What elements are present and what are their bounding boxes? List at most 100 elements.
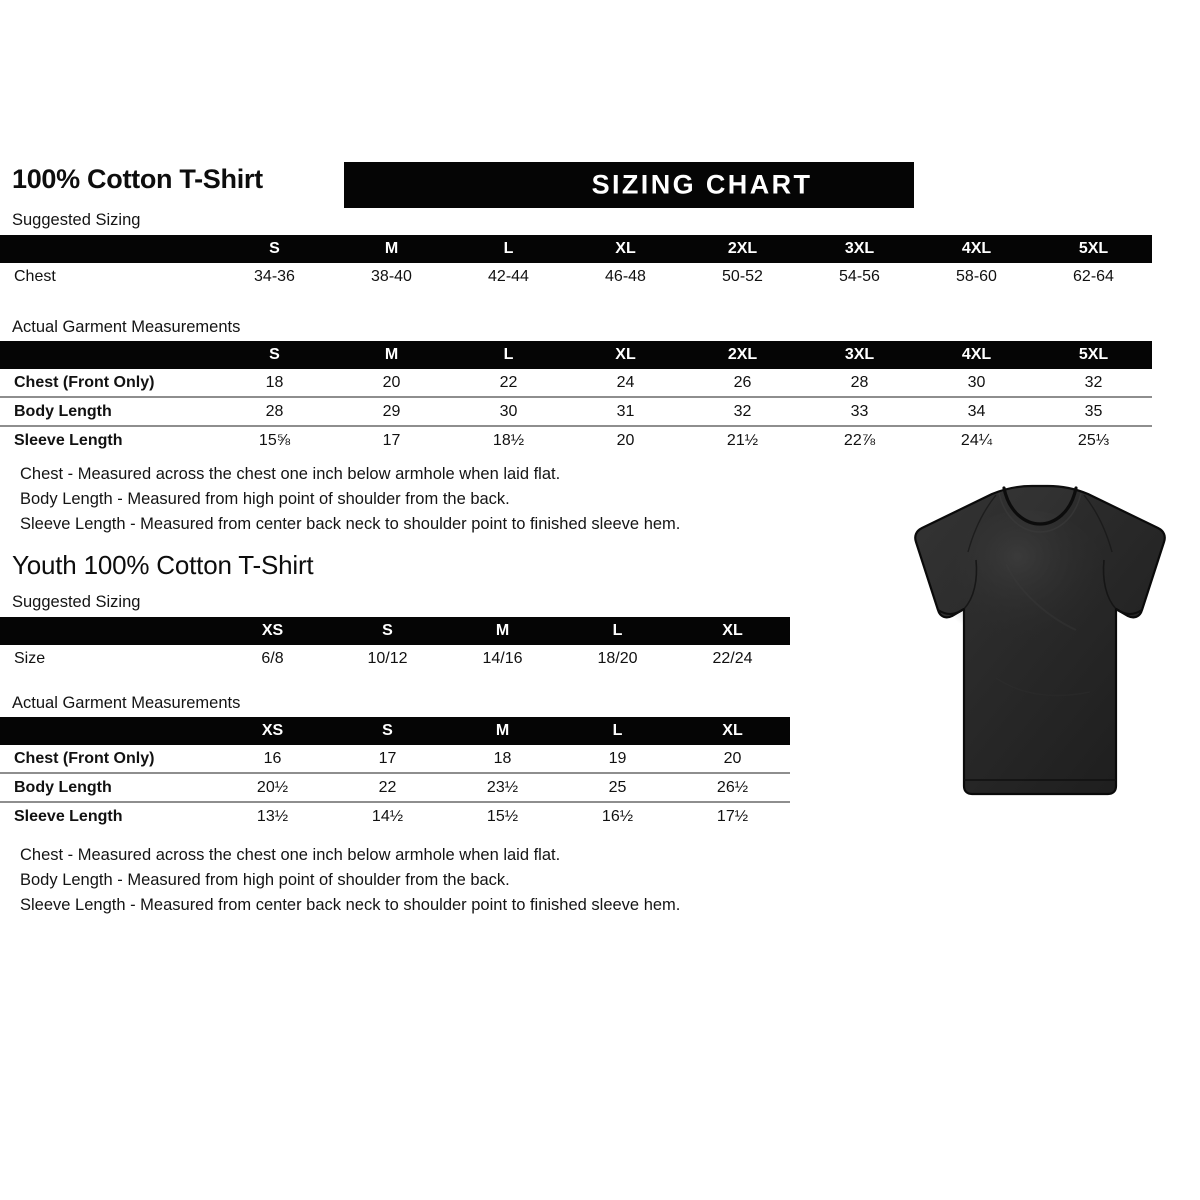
table-row: Size 6/8 10/12 14/16 18/20 22/24 (0, 645, 790, 672)
table-header-row: S M L XL 2XL 3XL 4XL 5XL (0, 341, 1152, 369)
note-body-length: Body Length - Measured from high point o… (20, 871, 510, 889)
column-header: L (503, 346, 514, 363)
table-cell: 46-48 (605, 267, 646, 285)
table-cell: 54-56 (839, 267, 880, 285)
column-header: 2XL (727, 346, 758, 363)
column-header (0, 617, 215, 645)
table-cell: 13½ (215, 801, 330, 830)
youth-suggested-sizing-table: XS S M L XL Size 6/8 10/12 14/16 18/20 2… (0, 617, 790, 672)
table-cell: 42-44 (488, 267, 529, 285)
table-row: Chest 34-36 38-40 42-44 46-48 50-52 54-5… (0, 263, 1152, 290)
column-header: 3XL (844, 240, 875, 257)
table-cell: 6/8 (261, 649, 284, 667)
table-cell: 22/24 (712, 649, 753, 667)
column-header: S (382, 722, 393, 739)
table-cell: 23½ (445, 772, 560, 802)
table-cell: 16½ (560, 801, 675, 830)
column-header: L (612, 622, 623, 639)
table-cell: 38-40 (371, 267, 412, 285)
table-row: Body Length 20½ 22 23½ 25 26½ (0, 772, 790, 802)
table-cell: 21½ (684, 425, 801, 454)
column-header: S (382, 622, 393, 639)
column-header: 5XL (1078, 240, 1109, 257)
adult-actual-measurements-caption: Actual Garment Measurements (12, 318, 241, 336)
table-cell: 25⅓ (1035, 425, 1152, 454)
column-header (0, 341, 216, 369)
table-cell: 62-64 (1073, 267, 1114, 285)
adult-suggested-sizing-table: S M L XL 2XL 3XL 4XL 5XL Chest 34-36 38-… (0, 235, 1152, 290)
table-cell: 18 (493, 749, 512, 767)
table-row: Chest (Front Only) 18 20 22 24 26 28 30 … (0, 369, 1152, 397)
column-header: S (269, 346, 280, 363)
table-cell: 22 (330, 772, 445, 802)
column-header: XL (722, 722, 743, 739)
column-header: L (612, 722, 623, 739)
table-cell: 25 (560, 772, 675, 802)
table-cell: 15⅝ (216, 425, 333, 454)
table-cell: 22⅞ (801, 425, 918, 454)
youth-section-title: Youth 100% Cotton T-Shirt (12, 550, 314, 580)
table-cell: 28 (850, 373, 869, 391)
column-header: XL (615, 346, 636, 363)
table-cell: 34 (918, 396, 1035, 426)
youth-actual-measurements-table: XS S M L XL Chest (Front Only) 16 17 18 … (0, 717, 790, 830)
table-cell: 32 (684, 396, 801, 426)
chart-header: 100% Cotton T-Shirt SIZING CHART (12, 162, 1188, 210)
note-body-length: Body Length - Measured from high point o… (20, 490, 510, 508)
row-label: Body Length (0, 772, 215, 802)
column-header: XL (722, 622, 743, 639)
row-label: Sleeve Length (0, 801, 215, 830)
table-cell: 58-60 (956, 267, 997, 285)
table-cell: 19 (608, 749, 627, 767)
note-chest: Chest - Measured across the chest one in… (20, 846, 561, 864)
row-label: Chest (Front Only) (14, 373, 155, 391)
row-label: Chest (14, 267, 56, 285)
column-header: 5XL (1078, 346, 1109, 363)
column-header: 2XL (727, 240, 758, 257)
youth-actual-measurements-caption: Actual Garment Measurements (12, 694, 241, 712)
table-cell: 18½ (450, 425, 567, 454)
column-header: M (495, 722, 510, 739)
table-cell: 35 (1035, 396, 1152, 426)
table-cell: 33 (801, 396, 918, 426)
column-header: M (384, 240, 399, 257)
table-row: Sleeve Length 13½ 14½ 15½ 16½ 17½ (0, 801, 790, 830)
table-cell: 17½ (675, 801, 790, 830)
column-header: 4XL (961, 346, 992, 363)
sizing-chart-banner: SIZING CHART (344, 162, 914, 208)
table-cell: 30 (450, 396, 567, 426)
youth-suggested-sizing-caption: Suggested Sizing (12, 593, 141, 611)
column-header: 4XL (961, 240, 992, 257)
table-cell: 24 (616, 373, 635, 391)
table-cell: 14½ (330, 801, 445, 830)
table-cell: 34-36 (254, 267, 295, 285)
table-cell: 31 (567, 396, 684, 426)
table-cell: 24¼ (918, 425, 1035, 454)
page-title: 100% Cotton T-Shirt (12, 164, 263, 194)
table-row: Sleeve Length 15⅝ 17 18½ 20 21½ 22⅞ 24¼ … (0, 425, 1152, 454)
sizing-chart-banner-label: SIZING CHART (591, 169, 813, 200)
table-cell: 17 (378, 749, 397, 767)
table-cell: 32 (1084, 373, 1103, 391)
note-sleeve-length: Sleeve Length - Measured from center bac… (20, 515, 681, 533)
table-cell: 29 (333, 396, 450, 426)
t-shirt-icon (914, 484, 1166, 796)
column-header: XS (261, 722, 284, 739)
row-label: Body Length (0, 396, 216, 426)
t-shirt-illustration (900, 468, 1180, 808)
column-header: M (384, 346, 399, 363)
table-cell: 20 (382, 373, 401, 391)
note-sleeve-length: Sleeve Length - Measured from center bac… (20, 896, 681, 914)
table-header-row: S M L XL 2XL 3XL 4XL 5XL (0, 235, 1152, 263)
column-header: M (495, 622, 510, 639)
column-header: 3XL (844, 346, 875, 363)
table-row: Body Length 28 29 30 31 32 33 34 35 (0, 396, 1152, 426)
adult-measurement-notes: Chest - Measured across the chest one in… (20, 462, 680, 537)
table-cell: 10/12 (367, 649, 408, 667)
table-cell: 28 (216, 396, 333, 426)
column-header: S (269, 240, 280, 257)
table-header-row: XS S M L XL (0, 717, 790, 745)
table-cell: 20 (723, 749, 742, 767)
adult-suggested-sizing-caption: Suggested Sizing (12, 211, 141, 229)
table-row: Chest (Front Only) 16 17 18 19 20 (0, 745, 790, 773)
